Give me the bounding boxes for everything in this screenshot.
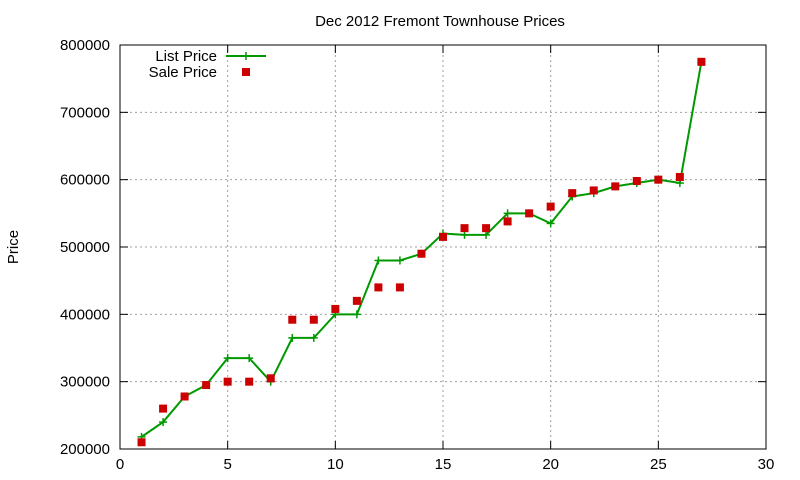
list-price-point [352,310,361,319]
list-price-point [309,333,318,342]
legend-swatch-marker [242,52,250,60]
x-tick-label: 30 [758,456,775,473]
y-tick-label: 200000 [60,441,110,458]
legend-item-list-price: List Price [155,48,266,65]
list-price-point [223,354,232,363]
legend-label: Sale Price [149,64,217,81]
list-price-series [137,57,706,441]
list-price-point [395,256,404,265]
sale-price-point [288,315,297,324]
x-tick-label: 5 [223,456,231,473]
grid-lines [120,45,766,449]
y-axis-label: Price [5,230,22,264]
y-tick-label: 500000 [60,239,110,256]
x-tick-label: 15 [435,456,452,473]
sale-price-point [589,186,598,195]
sale-price-point [223,377,232,386]
sale-price-point [309,315,318,324]
y-tick-label: 400000 [60,306,110,323]
list-price-point [288,333,297,342]
y-tick-label: 800000 [60,37,110,54]
y-tick-label: 600000 [60,172,110,189]
x-tick-label: 10 [327,456,344,473]
x-tick-label: 20 [542,456,559,473]
sale-price-point [417,249,426,258]
sale-price-point [568,189,577,198]
sale-price-point [525,209,534,218]
list-price-point [460,230,469,239]
sale-price-point [137,438,146,447]
y-tick-label: 300000 [60,374,110,391]
sale-price-point [460,224,469,233]
sale-price-point [180,392,189,401]
series-layer [137,57,706,447]
sale-price-point [245,377,254,386]
legend-item-sale-price: Sale Price [149,64,250,81]
sale-price-point [611,182,620,191]
sale-price-point [482,224,491,233]
sale-price-point [395,283,404,292]
list-price-point [245,354,254,363]
x-tick-label: 0 [116,456,124,473]
sale-price-point [202,381,211,390]
sale-price-point [697,57,706,66]
sale-price-point [503,217,512,226]
list-price-point [374,256,383,265]
sale-price-point [675,172,684,181]
sale-price-point [546,202,555,211]
list-price-point [482,230,491,239]
axis-ticks: 0 5 10 15 20 25 30 200000 300000 400000 500000 6000… [60,37,774,473]
sale-price-point [159,404,168,413]
sale-price-point [352,296,361,305]
sale-price-series [137,57,706,447]
legend-swatch-marker [242,68,250,76]
sale-price-point [654,175,663,184]
y-tick-label: 700000 [60,104,110,121]
legend-label: List Price [155,48,217,65]
sale-price-point [439,232,447,241]
list-price-point [546,219,555,228]
x-tick-label: 25 [650,456,667,473]
sale-price-point [266,374,275,383]
sale-price-point [374,283,383,292]
list-price-point [159,418,168,427]
chart-title: Dec 2012 Fremont Townhouse Prices [315,13,565,30]
sale-price-point [632,177,641,186]
list-price-point [503,209,512,218]
sale-price-point [331,304,340,313]
